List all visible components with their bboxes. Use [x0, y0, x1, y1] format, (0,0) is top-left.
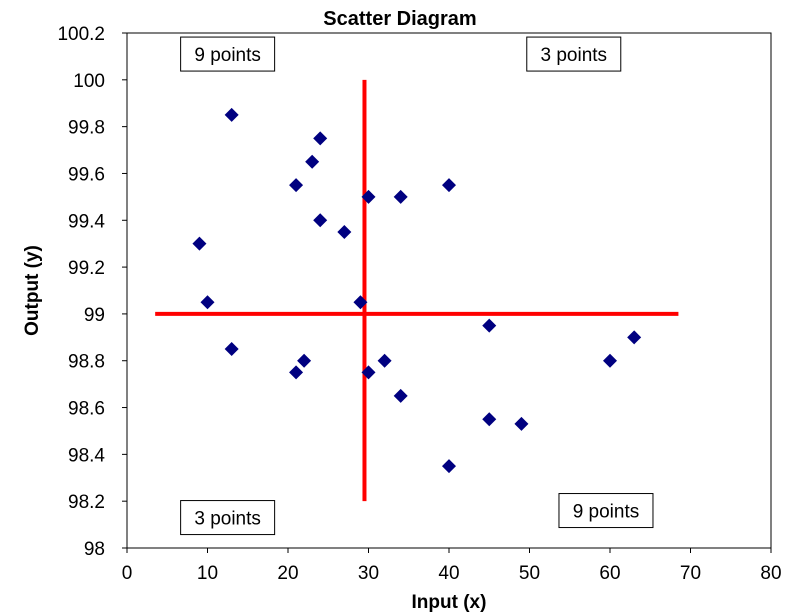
data-point	[393, 388, 408, 403]
x-tick-label: 0	[122, 563, 133, 584]
annotation-frame	[180, 500, 276, 536]
data-point	[377, 353, 392, 368]
data-point	[361, 365, 376, 380]
chart-title: Scatter Diagram	[323, 8, 476, 30]
annotation-label: 3 points	[541, 45, 608, 66]
annotation-frame	[526, 36, 622, 72]
y-tick-label: 98.2	[68, 492, 105, 513]
y-axis: 98 98.2 98.4 98.6 98.8 99 99.2 99.4 99.6 99.8 100 1…	[57, 24, 127, 560]
y-tick-label: 99	[84, 305, 105, 326]
x-tick-label: 40	[438, 563, 459, 584]
x-tick-label: 70	[680, 563, 701, 584]
annotations: 9 points 3 points 3 points 9 points	[180, 36, 654, 536]
x-tick-label: 10	[197, 563, 218, 584]
x-tick-label: 60	[599, 563, 620, 584]
data-point	[393, 189, 408, 204]
y-axis-title: Output (y)	[22, 245, 43, 336]
annotation-label: 9 points	[194, 45, 261, 66]
annotation-box: 3 points	[180, 500, 276, 536]
y-tick-label: 98.6	[68, 399, 105, 420]
data-points	[192, 107, 642, 474]
annotation-box: 3 points	[526, 36, 622, 72]
data-point	[200, 295, 215, 310]
reference-lines	[155, 79, 679, 502]
data-point	[361, 189, 376, 204]
y-tick-label: 99.4	[68, 211, 105, 232]
y-tick-label: 99.6	[68, 164, 105, 185]
data-point	[313, 131, 328, 146]
y-tick-label: 99.2	[68, 258, 105, 279]
annotation-box: 9 points	[558, 493, 654, 529]
data-point	[305, 154, 320, 169]
y-tick-label: 99.8	[68, 118, 105, 139]
data-point	[482, 412, 497, 427]
annotation-label: 9 points	[573, 502, 640, 523]
data-point	[192, 236, 207, 251]
data-point	[289, 365, 304, 380]
x-axis: 0 10 20 30 40 50 60 70 80	[122, 548, 782, 584]
y-tick-label: 100	[73, 71, 105, 92]
data-point	[224, 107, 239, 122]
data-point	[337, 224, 352, 239]
x-tick-label: 80	[760, 563, 781, 584]
data-point	[313, 213, 328, 228]
x-axis-title: Input (x)	[412, 592, 487, 613]
data-point	[627, 330, 642, 345]
x-tick-label: 20	[277, 563, 298, 584]
x-tick-label: 50	[519, 563, 540, 584]
annotation-frame	[180, 36, 276, 72]
data-point	[482, 318, 497, 333]
data-point	[297, 353, 312, 368]
y-tick-label: 100.2	[57, 24, 105, 45]
data-point	[353, 295, 368, 310]
annotation-frame	[558, 493, 654, 529]
y-tick-label: 98.4	[68, 445, 105, 466]
y-tick-label: 98.8	[68, 352, 105, 373]
annotation-box: 9 points	[180, 36, 276, 72]
data-point	[289, 178, 304, 193]
annotation-label: 3 points	[194, 509, 261, 530]
data-point	[603, 353, 617, 368]
data-point	[442, 459, 456, 474]
data-point	[224, 342, 239, 357]
data-point	[514, 416, 529, 431]
x-tick-label: 30	[358, 563, 379, 584]
data-point	[442, 178, 456, 193]
y-tick-label: 98	[84, 539, 105, 560]
